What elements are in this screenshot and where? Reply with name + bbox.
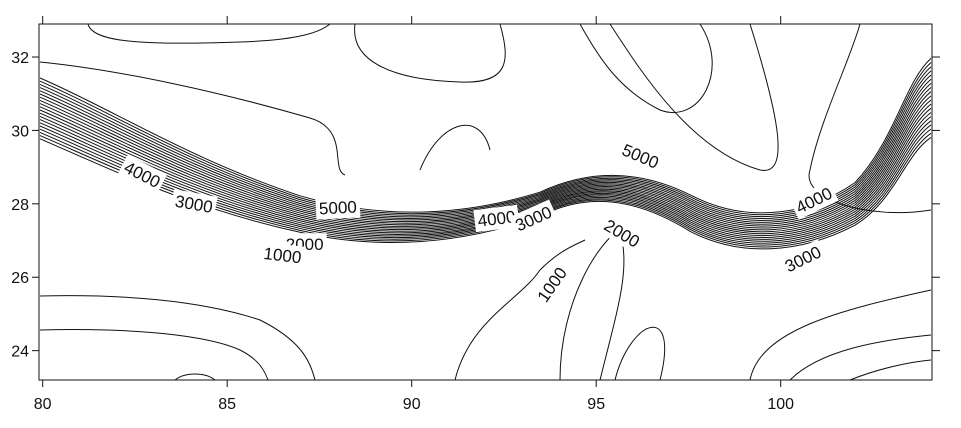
contour-line: [579, 23, 713, 113]
contour-line-band: [39, 91, 932, 229]
contour-label: 5000: [319, 198, 358, 219]
contour-line-band: [39, 128, 932, 246]
contour-line: [454, 239, 586, 381]
x-tick-label: 95: [587, 396, 605, 413]
contour-label: 1000: [263, 244, 303, 267]
contour-line-band: [39, 87, 932, 227]
y-tick-label: 24: [11, 344, 29, 361]
contour-line: [849, 359, 932, 381]
contour-line: [609, 23, 779, 171]
contour-line: [174, 373, 216, 381]
contour-label-bg: [117, 154, 167, 195]
contour-line-band: [39, 66, 932, 218]
contour-line: [749, 289, 932, 381]
contour-label-bg: [530, 260, 574, 309]
contour-line-band: [39, 132, 932, 248]
contour-line-band: [39, 103, 932, 235]
contour-line: [789, 334, 932, 381]
contour-line: [614, 326, 666, 381]
x-tick-label: 85: [218, 396, 236, 413]
y-tick-label: 28: [11, 197, 29, 214]
contour-line-band: [39, 120, 932, 242]
contour-line-band: [39, 58, 932, 214]
contour-label: 4000: [477, 207, 517, 230]
contour-line-band: [39, 112, 932, 238]
contour-lines: [39, 23, 932, 381]
axis-tick-labels: 80 85 90 95 100 24 26 28 30 32: [11, 50, 794, 413]
contour-label-bg: [473, 204, 520, 233]
contour-line-band: [39, 116, 932, 240]
x-tick-label: 90: [403, 396, 421, 413]
contour-line-band: [39, 82, 932, 225]
contour-line-band: [39, 74, 932, 221]
contour-line: [39, 61, 346, 176]
contour-label-bg: [597, 212, 647, 254]
contour-label-bg: [508, 199, 559, 238]
contour-label-bg: [615, 137, 666, 175]
contour-line-band: [39, 95, 932, 231]
y-tick-label: 26: [11, 270, 29, 287]
contour-line: [354, 23, 506, 83]
contour-line: [419, 124, 491, 171]
contour-label-bg: [789, 180, 839, 220]
contour-line-band: [39, 137, 932, 250]
contour-line-band: [39, 78, 932, 223]
plot-frame: [38, 23, 933, 381]
contour-line-band: [39, 124, 932, 244]
axis-ticks: [32, 16, 940, 387]
x-tick-label: 80: [34, 396, 52, 413]
x-tick-label: 100: [767, 396, 794, 413]
y-tick-label: 32: [11, 50, 29, 67]
contour-line: [808, 23, 932, 214]
contour-label-bg: [259, 241, 306, 269]
contour-label-bg: [315, 195, 361, 220]
y-tick-label: 30: [11, 123, 29, 140]
contour-line-band: [39, 107, 932, 237]
contour-line: [87, 23, 331, 44]
contour-line: [39, 329, 269, 381]
contour-line-band: [39, 70, 932, 220]
contour-line-band: [39, 62, 932, 216]
contour-label-bg: [170, 189, 218, 219]
contour-line: [39, 295, 316, 381]
contour-line-band: [39, 99, 932, 233]
contour-line: [559, 229, 625, 381]
contour-label-bg: [778, 239, 828, 279]
